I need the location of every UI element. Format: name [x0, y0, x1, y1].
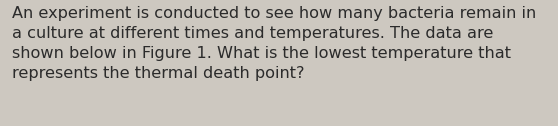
Text: An experiment is conducted to see how many bacteria remain in
a culture at diffe: An experiment is conducted to see how ma…	[12, 6, 537, 81]
